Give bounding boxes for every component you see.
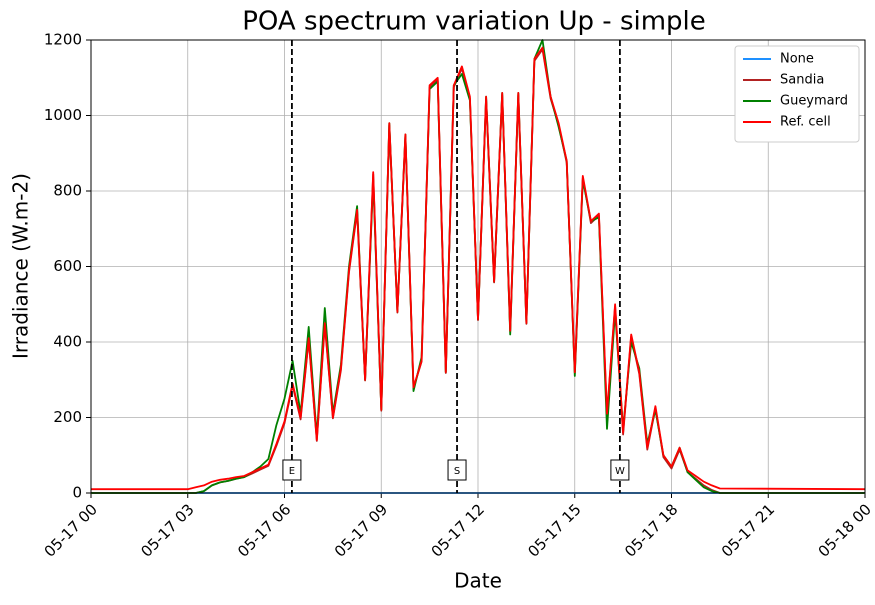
- y-tick-label: 800: [53, 182, 82, 200]
- legend-label: Ref. cell: [780, 115, 831, 130]
- annotation-box: [282, 459, 302, 481]
- annotation-label: W: [615, 466, 625, 477]
- x-tick-label: 05-17 21: [718, 500, 778, 560]
- x-tick-label: 05-17 03: [137, 500, 197, 560]
- y-tick-label: 0: [72, 484, 82, 502]
- series-line: [91, 46, 866, 491]
- x-tick-label: 05-17 12: [428, 500, 488, 560]
- x-tick-label: 05-17 15: [524, 500, 584, 560]
- y-tick-label: 200: [53, 408, 82, 426]
- legend-label: Gueymard: [780, 94, 848, 109]
- x-tick-label: 05-17 00: [41, 500, 101, 560]
- y-tick-label: 600: [53, 257, 82, 275]
- x-tick-label: 05-18 00: [815, 500, 875, 560]
- annotation-label: E: [289, 466, 295, 477]
- annotation-box: [447, 459, 467, 481]
- y-tick-label: 400: [53, 333, 82, 351]
- chart-title: POA spectrum variation Up - simple: [242, 7, 706, 37]
- annotation-box: [610, 459, 630, 481]
- x-tick-label: 05-17 06: [234, 500, 294, 560]
- y-tick-label: 1000: [44, 106, 82, 124]
- x-tick-label: 05-17 18: [621, 500, 681, 560]
- annotation-label: S: [454, 466, 460, 477]
- y-axis-label: Irradiance (W.m-2): [9, 173, 33, 359]
- legend-label: Sandia: [780, 73, 824, 88]
- y-tick-label: 1200: [44, 31, 82, 49]
- plot-frame: [90, 39, 866, 494]
- legend-box: [734, 45, 860, 143]
- x-tick-label: 05-17 09: [331, 500, 391, 560]
- legend-label: None: [780, 52, 814, 67]
- x-axis-label: Date: [454, 569, 502, 593]
